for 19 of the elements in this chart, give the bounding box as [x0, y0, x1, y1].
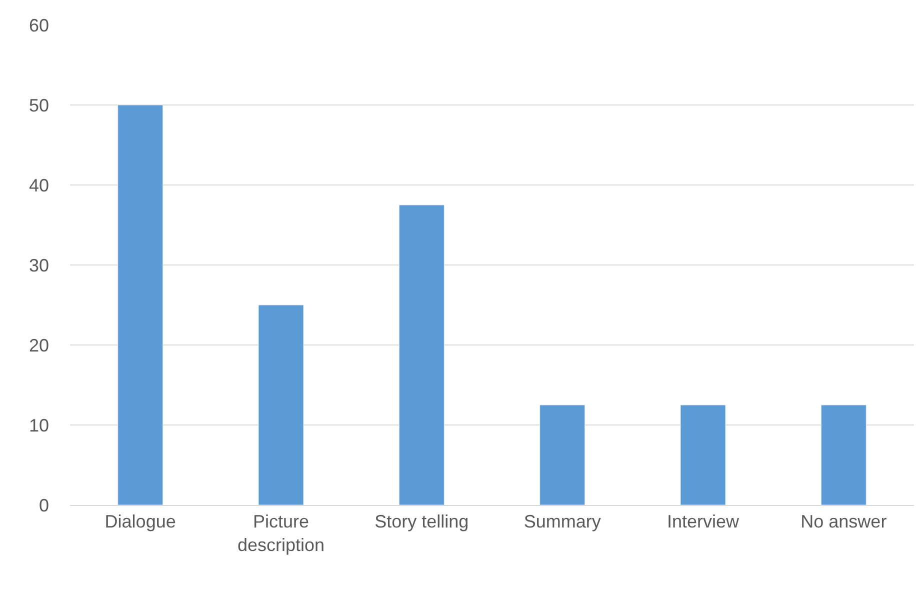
x-tick-label: Dialogue — [104, 512, 176, 532]
y-tick-label: 50 — [28, 95, 49, 116]
y-tick-label: 10 — [28, 415, 49, 436]
bar — [820, 404, 866, 505]
bar — [258, 304, 304, 505]
y-tick-label: 30 — [28, 255, 49, 276]
bar — [398, 204, 444, 505]
x-tick-label: Interview — [666, 512, 740, 532]
x-tick-label: No answer — [800, 512, 887, 532]
y-tick-label: 0 — [38, 495, 49, 516]
bar — [118, 104, 164, 505]
y-tick-label: 40 — [28, 175, 49, 196]
y-tick-label: 60 — [28, 15, 49, 36]
x-tick-label: Picture description — [237, 512, 325, 555]
x-tick-label: Summary — [524, 512, 601, 532]
x-tick-label: Story telling — [374, 512, 469, 532]
y-tick-label: 20 — [28, 335, 49, 356]
bar — [680, 404, 726, 505]
bar — [540, 404, 586, 505]
